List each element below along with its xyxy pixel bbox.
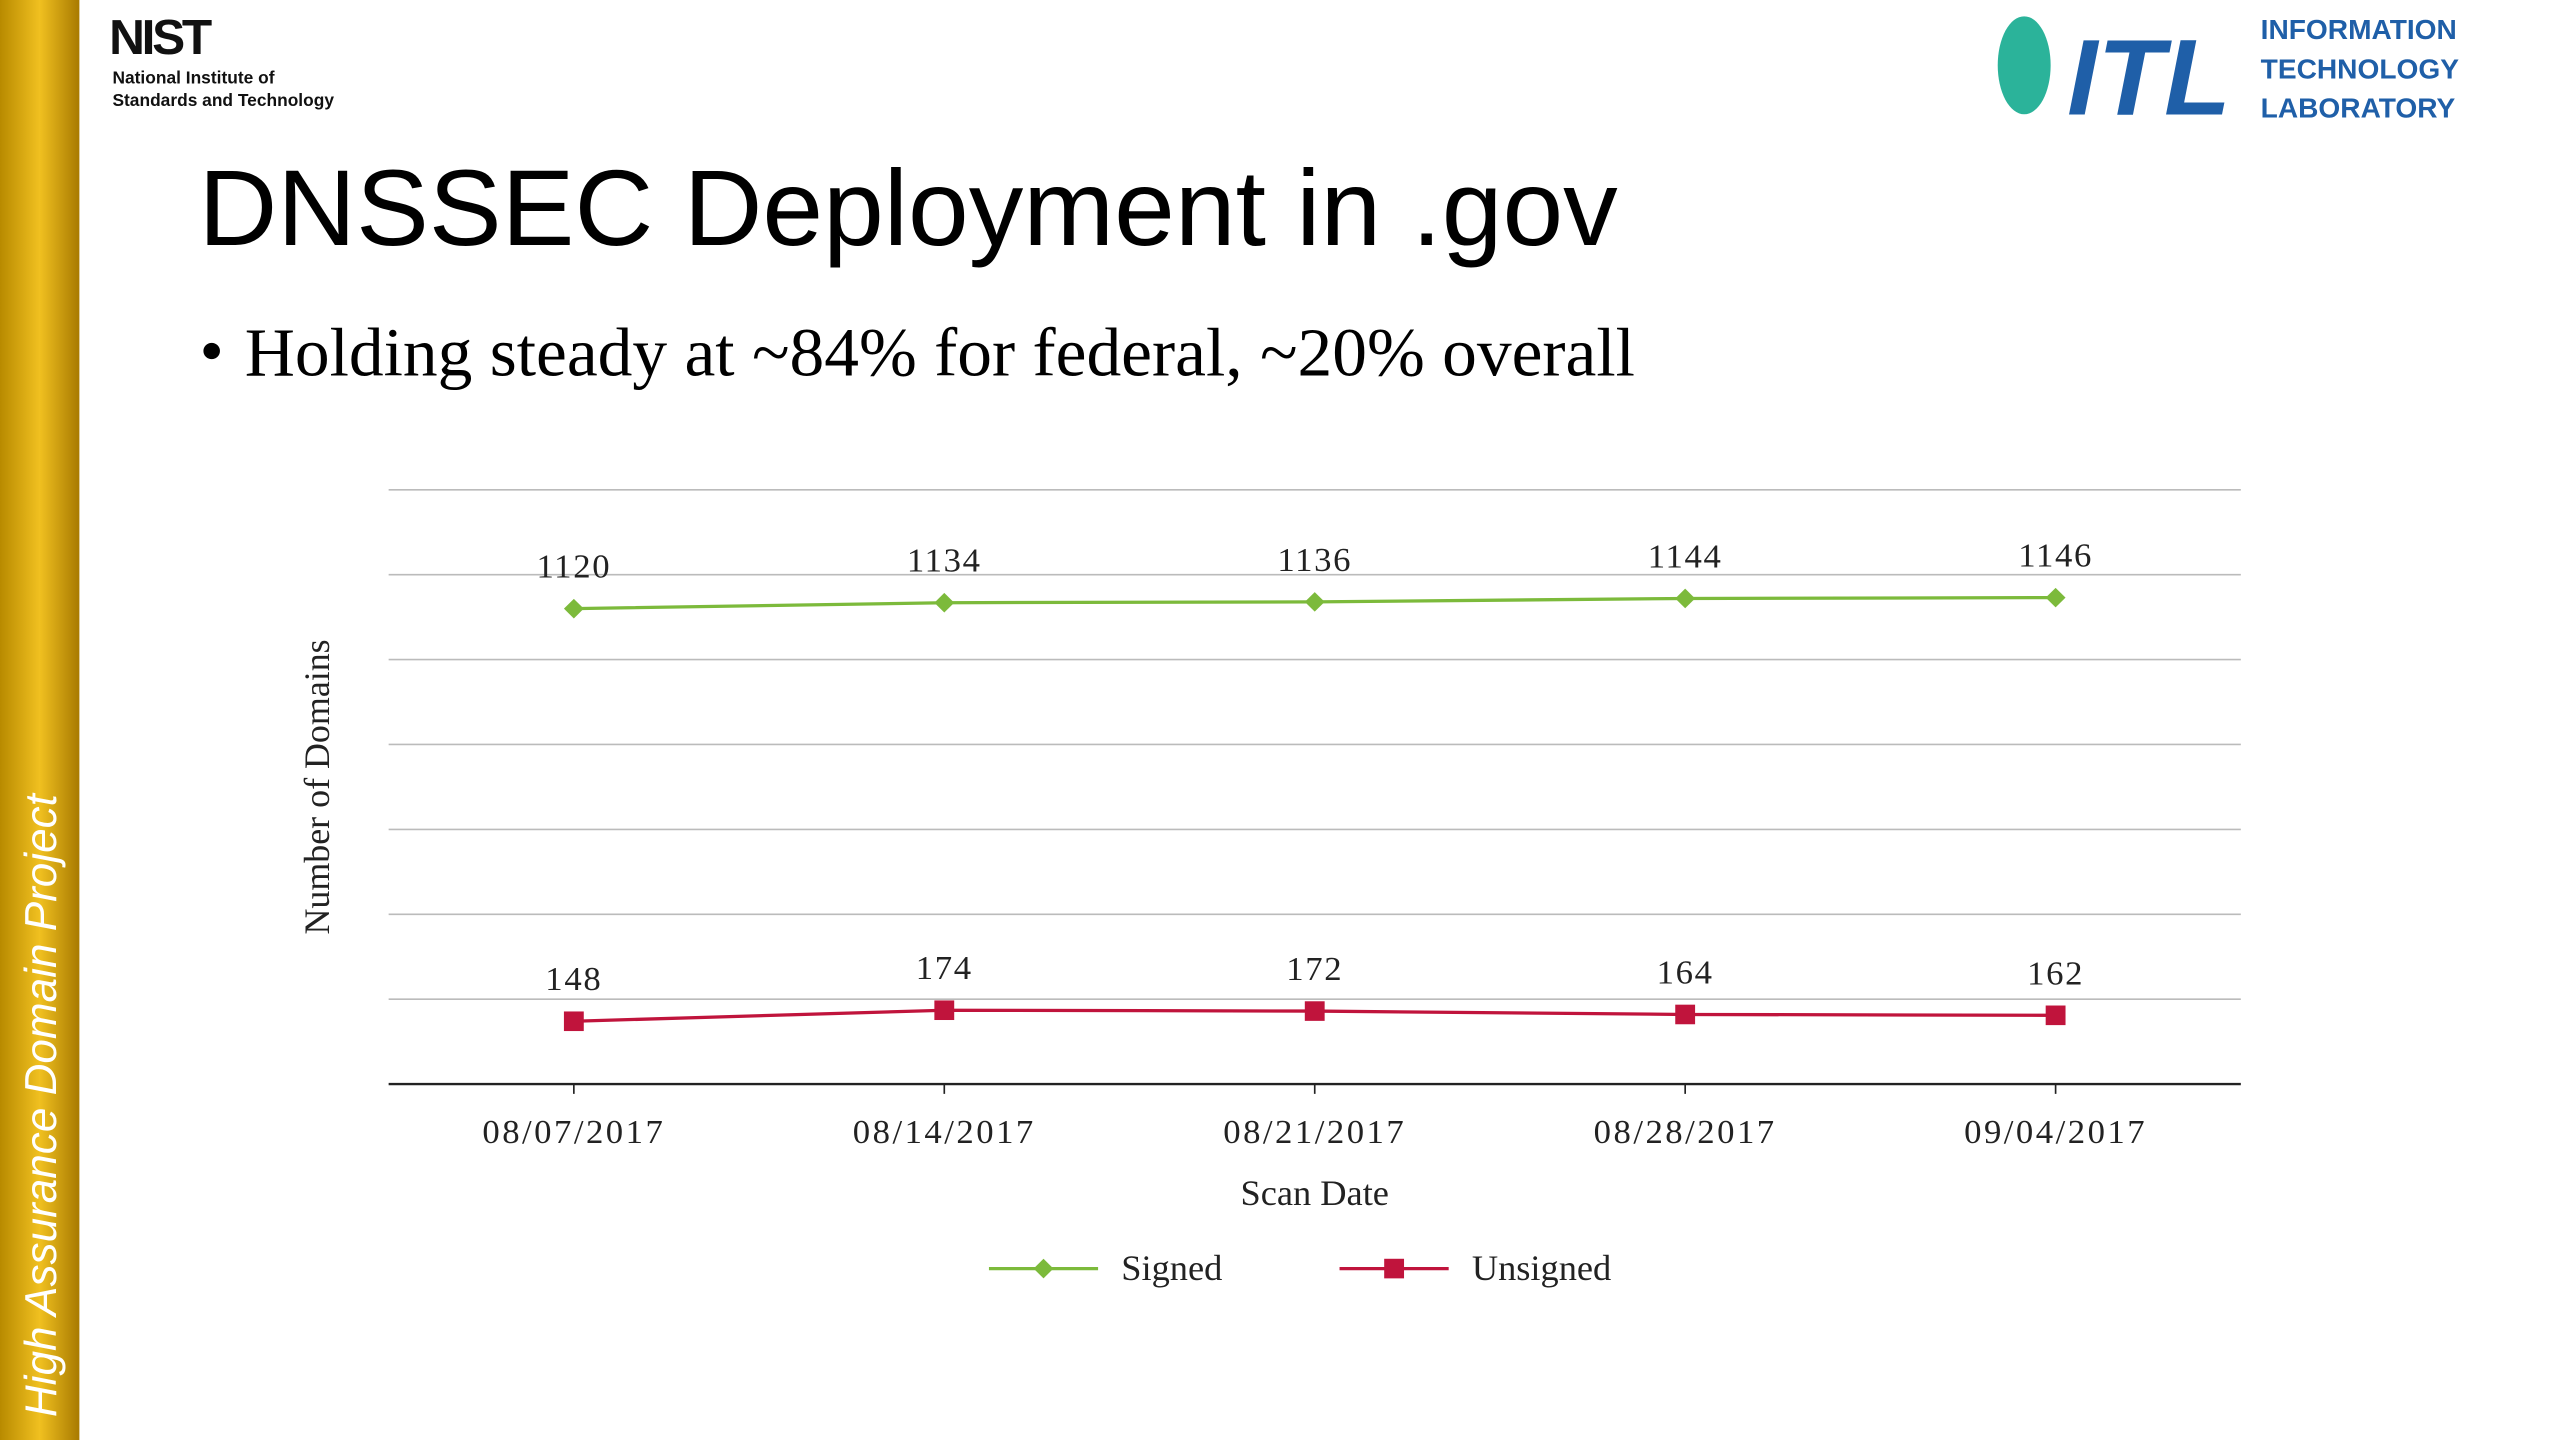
itl-globe (1997, 16, 2051, 115)
data-point (934, 1000, 955, 1021)
bullet-text: Holding steady at ~84% for federal, ~20%… (245, 315, 1635, 391)
data-label: 1120 (536, 548, 611, 586)
data-label: 172 (1286, 950, 1343, 988)
data-point (1675, 588, 1696, 609)
itl-line: TECHNOLOGY (2261, 54, 2460, 85)
x-tick-label: 08/14/2017 (853, 1113, 1036, 1151)
data-label: 1136 (1277, 541, 1352, 579)
legend-marker (1384, 1258, 1405, 1279)
data-label: 174 (916, 949, 973, 987)
data-point (1675, 1004, 1696, 1025)
x-tick-label: 08/21/2017 (1223, 1113, 1406, 1151)
chart: 08/07/2017 08/14/2017 08/21/2017 08/28/2017… (388, 488, 2241, 1288)
data-point (2045, 587, 2066, 608)
itl-line: LABORATORY (2261, 93, 2456, 124)
side-label: High Assurance Domain Project (17, 792, 66, 1417)
data-point (934, 592, 955, 613)
data-label: 1144 (1648, 538, 1723, 576)
data-label: 164 (1657, 954, 1714, 992)
y-axis-label: Number of Domains (297, 639, 337, 934)
itl-line: INFORMATION (2261, 14, 2457, 45)
legend-label: Signed (1121, 1248, 1222, 1288)
x-tick-label: 08/28/2017 (1594, 1113, 1777, 1151)
legend-label: Unsigned (1472, 1248, 1611, 1288)
nist-line: National Institute of (112, 67, 274, 87)
slide-title: DNSSEC Deployment in .gov (198, 148, 1617, 268)
nist-logo: NIST (109, 10, 212, 65)
itl-mark: ITL (2067, 17, 2231, 137)
nist-line: Standards and Technology (112, 90, 334, 110)
data-point (1304, 1001, 1325, 1021)
data-point (563, 1011, 584, 1032)
side-bar (0, 0, 80, 1440)
data-point (2045, 1005, 2066, 1026)
x-axis-label: Scan Date (1240, 1173, 1388, 1213)
data-label: 1134 (907, 542, 982, 580)
data-point (563, 598, 584, 619)
data-label: 148 (545, 960, 602, 998)
x-tick-label: 08/07/2017 (482, 1113, 665, 1151)
data-label: 1146 (2018, 537, 2093, 575)
data-point (1304, 592, 1325, 612)
bullet-dot (203, 342, 220, 360)
legend-marker (1033, 1258, 1054, 1279)
x-tick-label: 09/04/2017 (1964, 1113, 2147, 1151)
data-label: 162 (2027, 954, 2084, 992)
